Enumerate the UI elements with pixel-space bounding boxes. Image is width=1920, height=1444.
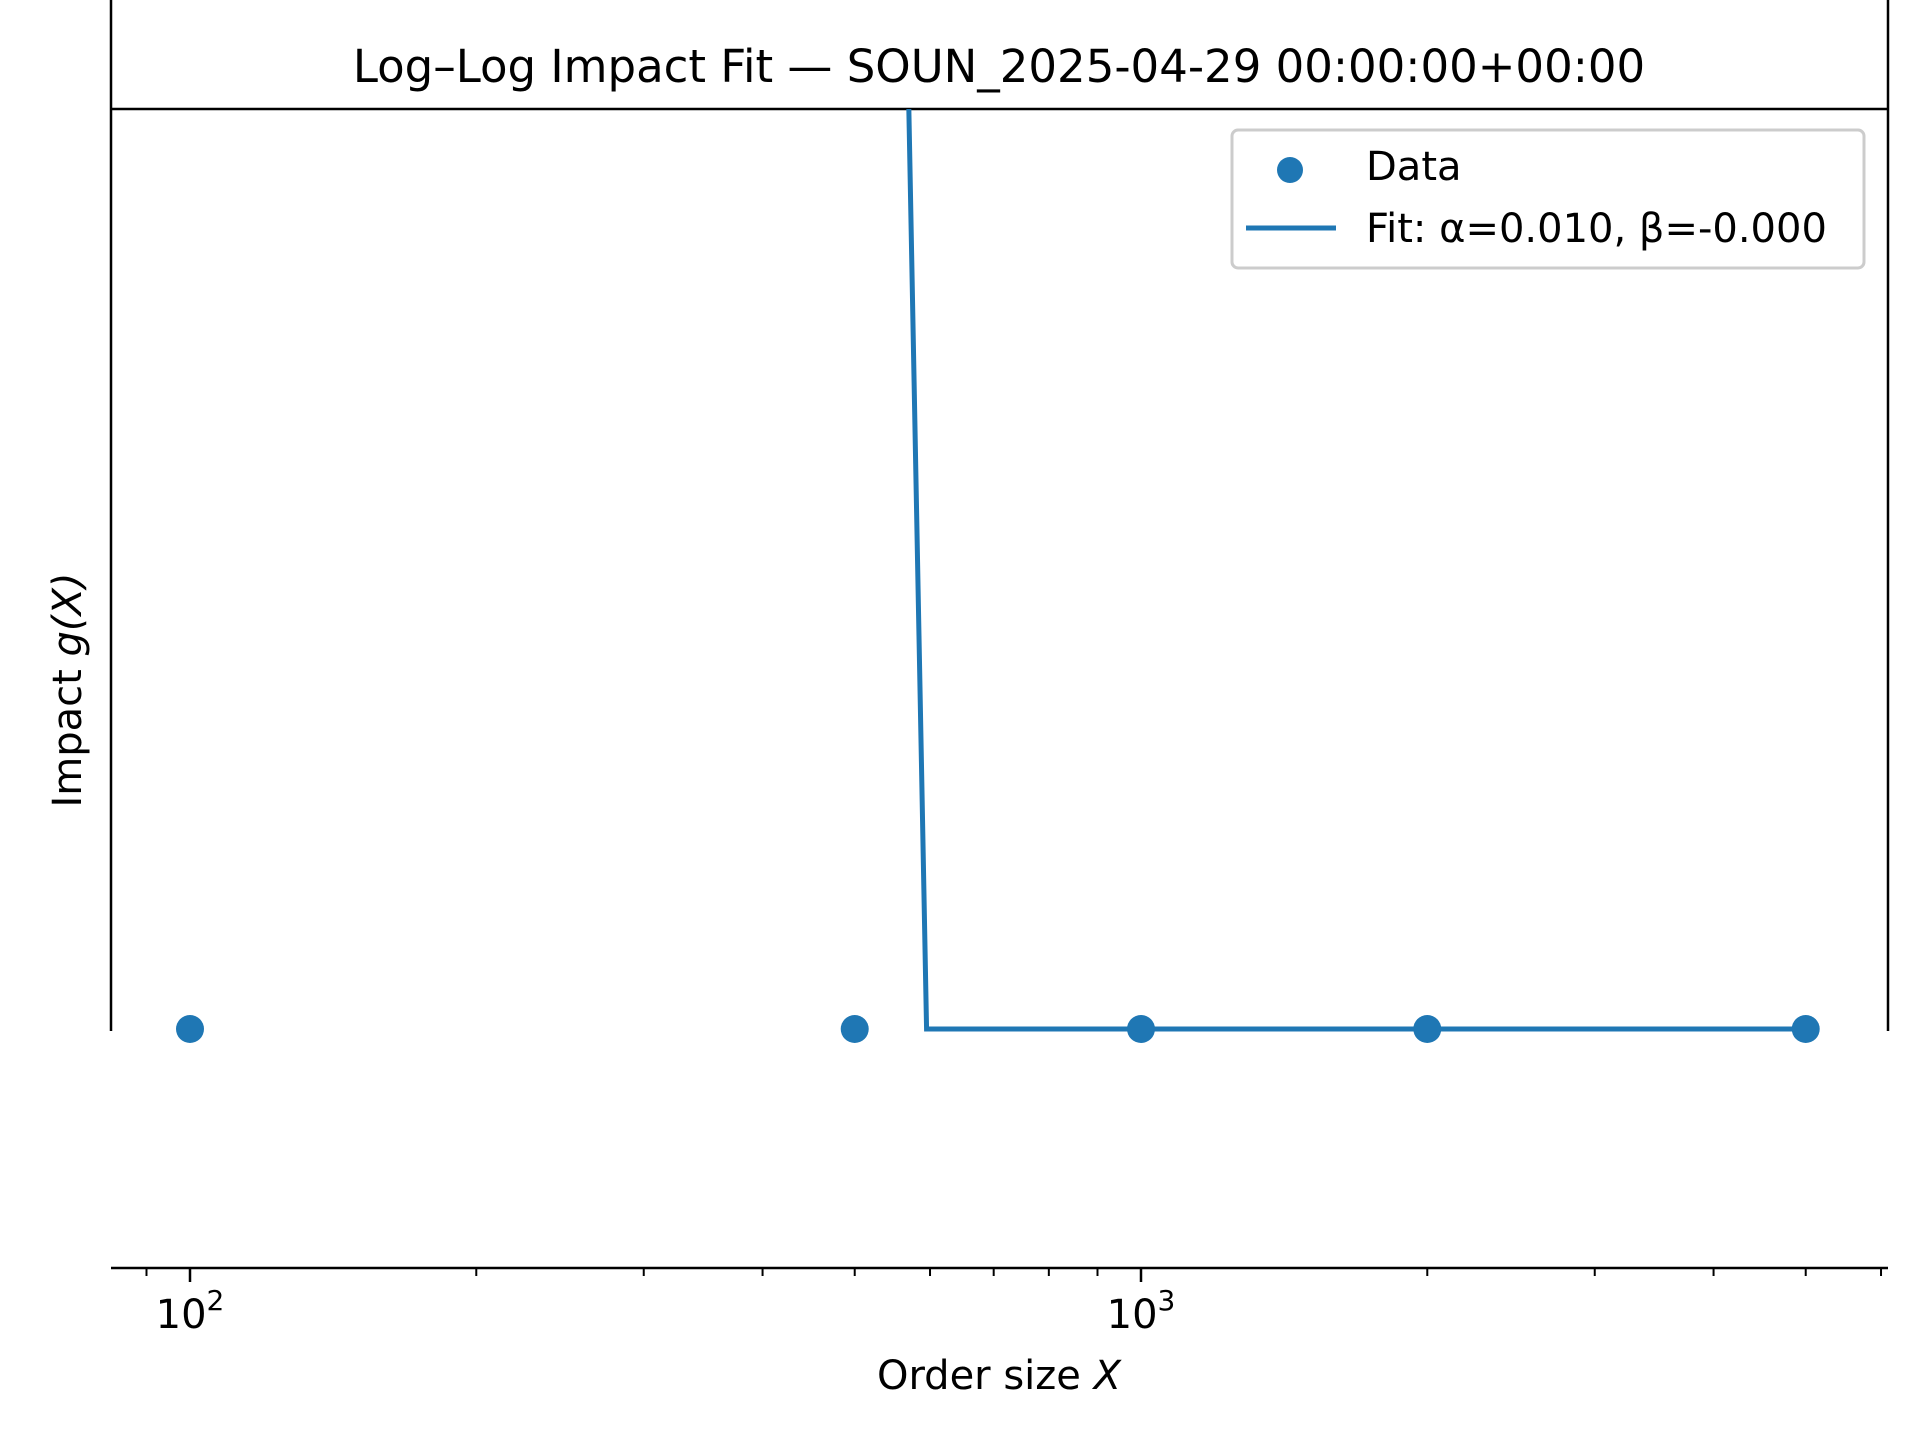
y-axis-label-symbol: g(X) bbox=[45, 572, 91, 656]
x-ticks: 102 103 bbox=[145, 1268, 1883, 1338]
chart-title: Log–Log Impact Fit — SOUN_2025-04-29 00:… bbox=[353, 40, 1645, 93]
legend-box bbox=[1230, 128, 1866, 270]
data-point bbox=[176, 1015, 204, 1043]
x-tick-label-base: 10 bbox=[1107, 1292, 1158, 1338]
data-point bbox=[1127, 1015, 1155, 1043]
x-tick-label: 102 bbox=[156, 1284, 225, 1338]
data-point bbox=[1413, 1015, 1442, 1043]
x-tick-label-exponent: 3 bbox=[1158, 1284, 1176, 1317]
legend: Data Fit: α=0.010, β=-0.000 bbox=[1230, 128, 1866, 270]
legend-data-marker bbox=[1277, 157, 1303, 183]
x-axis-label: Order size X bbox=[877, 1353, 1123, 1399]
data-point bbox=[840, 1015, 869, 1043]
legend-data-label: Data bbox=[1366, 144, 1462, 190]
data-point bbox=[1791, 1015, 1820, 1043]
x-axis-label-symbol: X bbox=[1092, 1353, 1123, 1399]
x-tick-label-exponent: 2 bbox=[207, 1284, 225, 1317]
x-axis-label-text: Order size bbox=[877, 1353, 1081, 1399]
x-tick-label-base: 10 bbox=[156, 1292, 207, 1338]
x-tick-label: 103 bbox=[1107, 1284, 1176, 1338]
y-axis-label-text: Impact bbox=[45, 669, 91, 807]
legend-fit-label: Fit: α=0.010, β=-0.000 bbox=[1366, 206, 1827, 252]
y-axis-label: Impact g(X) bbox=[45, 572, 91, 807]
plot-area bbox=[176, 108, 1820, 1043]
lower-band bbox=[105, 1031, 1895, 1261]
fit-line bbox=[906, 108, 1806, 1032]
